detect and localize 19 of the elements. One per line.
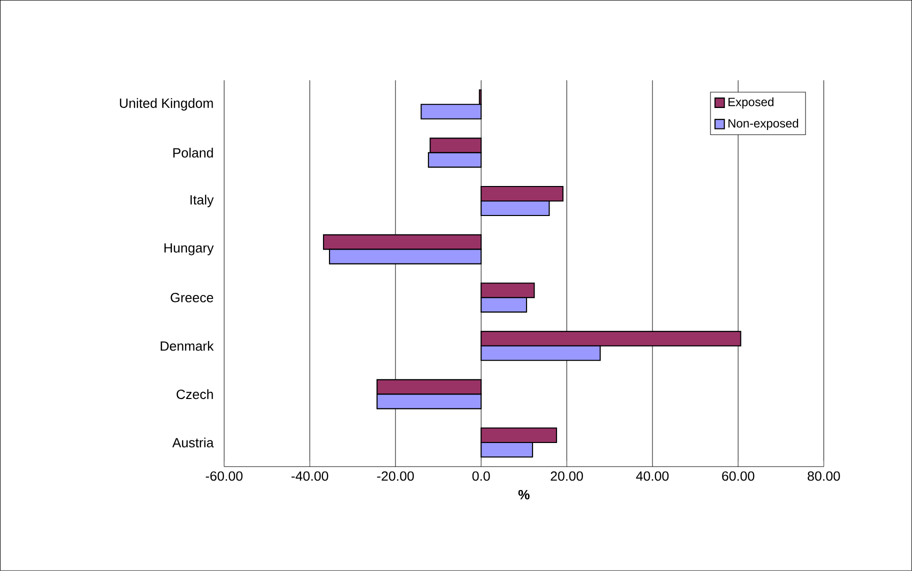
y-tick-label: Hungary <box>164 243 214 256</box>
x-tick-label: 0.0 <box>472 471 490 481</box>
legend-label: Non-exposed <box>728 118 798 130</box>
x-tick-label: -40.00 <box>292 471 328 481</box>
y-tick-label: Greece <box>170 292 214 302</box>
x-tick-label: -60.00 <box>206 471 243 481</box>
x-tick-label: 40.00 <box>636 471 669 481</box>
x-tick-label: 60.00 <box>722 471 754 481</box>
y-tick-label: Denmark <box>160 341 214 351</box>
y-tick-label: Italy <box>190 194 214 208</box>
y-tick-label: Czech <box>176 389 213 400</box>
y-tick-label: Austria <box>172 438 214 448</box>
x-tick-label: 20.00 <box>550 471 583 481</box>
x-axis-title: % <box>518 490 530 500</box>
legend-label: Exposed <box>728 97 774 109</box>
x-tick-label: 80.00 <box>808 471 840 481</box>
x-tick-label: -20.00 <box>377 471 414 481</box>
y-tick-label: United Kingdom <box>120 98 213 111</box>
y-tick-label: Poland <box>173 148 213 158</box>
